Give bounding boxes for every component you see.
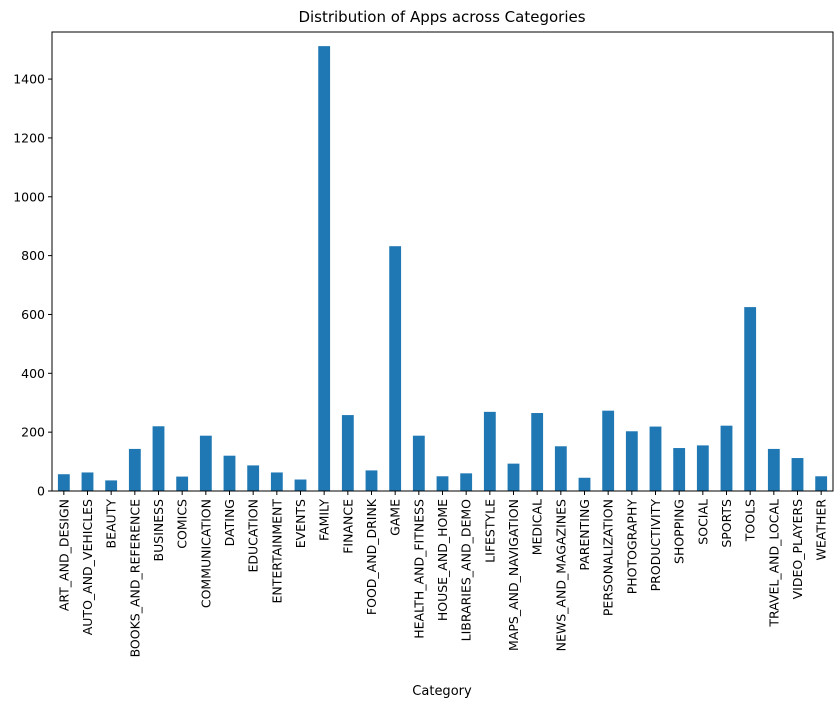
bar-dating [223,455,236,491]
x-tick-label: PHOTOGRAPHY [624,499,639,595]
x-tick-label: LIBRARIES_AND_DEMO [459,499,474,641]
bar-tools [744,307,757,491]
chart-title: Distribution of Apps across Categories [298,8,585,26]
x-tick-label: TRAVEL_AND_LOCAL [766,499,781,628]
bar-shopping [673,448,686,491]
x-tick-label: GAME [388,499,403,536]
x-tick-label: WEATHER [814,499,829,561]
x-tick-label: HOUSE_AND_HOME [435,499,450,621]
bar-health-and-fitness [412,435,425,491]
x-tick-label: NEWS_AND_MAGAZINES [553,499,568,651]
bar-lifestyle [483,411,496,491]
x-tick-label: EDUCATION [246,499,261,573]
bar-productivity [649,426,662,491]
bar-game [389,246,402,491]
plot-frame [51,31,834,492]
bar-events [294,479,307,491]
bar-medical [531,413,544,491]
bar-sports [720,425,733,491]
bar-maps-and-navigation [507,463,520,491]
bar-food-and-drink [365,470,378,491]
bar-family [318,46,331,491]
x-tick-label: LIFESTYLE [482,499,497,563]
x-tick-label: FINANCE [340,499,355,554]
y-tick-label: 1000 [13,189,45,204]
bar-personalization [602,410,615,491]
x-tick-label: HEALTH_AND_FITNESS [411,499,426,639]
x-tick-label: ENTERTAINMENT [269,499,284,604]
bar-house-and-home [436,476,449,491]
bar-beauty [105,480,118,491]
bar-finance [341,415,354,491]
x-tick-label: PARENTING [577,499,592,571]
y-tick-label: 1200 [13,130,45,145]
bar-video-players [791,458,804,491]
x-tick-label: SPORTS [719,499,734,548]
bar-news-and-magazines [554,446,567,491]
y-tick-label: 200 [21,425,45,440]
x-tick-label: BUSINESS [151,499,166,562]
y-tick-label: 800 [21,248,45,263]
x-axis: ART_AND_DESIGN AUTO_AND_VEHICLES BEAUTY BOO… [56,491,829,658]
x-tick-label: MEDICAL [530,499,545,555]
x-tick-label: PRODUCTIVITY [648,499,663,592]
x-tick-label: MAPS_AND_NAVIGATION [506,499,521,651]
bar-photography [625,431,638,491]
x-tick-label: SHOPPING [672,499,687,564]
x-tick-label: COMMUNICATION [198,499,213,608]
bar-parenting [578,477,591,491]
x-tick-label: SOCIAL [695,499,710,545]
x-axis-title: Category [412,684,472,699]
bar-business [152,426,165,491]
x-tick-label: VIDEO_PLAYERS [790,499,805,599]
x-tick-label: ART_AND_DESIGN [56,499,71,611]
bar-entertainment [270,472,283,491]
bar-art-and-design [57,474,70,491]
x-tick-label: BOOKS_AND_REFERENCE [127,499,142,658]
x-tick-label: FAMILY [317,499,332,541]
bar-books-and-reference [128,448,141,491]
bars-group [57,46,828,491]
y-axis: 0 200 400 600 800 1000 1200 1400 [13,72,52,499]
x-tick-label: AUTO_AND_VEHICLES [80,499,95,635]
bar-travel-and-local [767,448,780,491]
bar-communication [199,435,212,491]
bar-auto-and-vehicles [81,472,94,491]
bar-weather [815,476,828,491]
y-tick-label: 400 [21,366,45,381]
y-tick-label: 1400 [13,72,45,87]
x-tick-label: PERSONALIZATION [601,499,616,616]
x-tick-label: TOOLS [743,499,758,542]
y-tick-label: 0 [37,484,45,499]
x-tick-label: COMICS [175,499,190,549]
bar-comics [176,476,189,491]
x-tick-label: EVENTS [293,499,308,548]
bar-education [247,465,260,491]
x-tick-label: DATING [222,499,237,546]
y-tick-label: 600 [21,307,45,322]
x-tick-label: BEAUTY [104,499,119,549]
bar-libraries-and-demo [460,473,473,491]
x-tick-label: FOOD_AND_DRINK [364,498,379,615]
bar-social [696,445,709,491]
